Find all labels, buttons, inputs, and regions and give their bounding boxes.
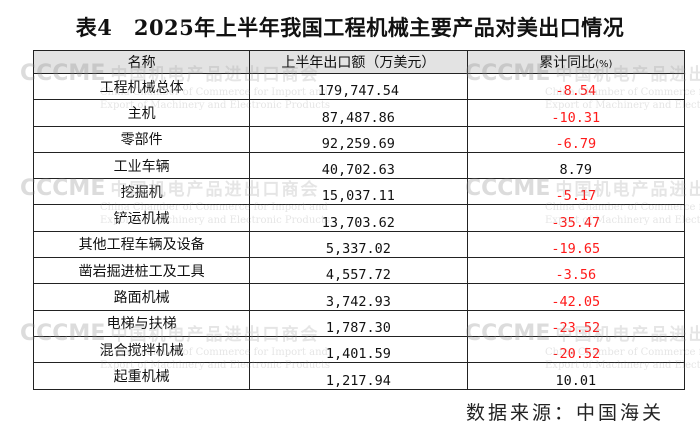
export-value: 3,742.93 bbox=[249, 283, 468, 311]
export-value: 5,337.02 bbox=[249, 230, 468, 259]
table-header-row: 名称 上半年出口额（万美元） 累计同比(%) bbox=[32, 50, 686, 74]
table-title: 表4 2025年上半年我国工程机械主要产品对美出口情况 bbox=[75, 15, 625, 40]
table-row: 混合搅拌机械 1,401.59 -20.52 bbox=[32, 335, 686, 364]
table-row: 其他工程车辆及设备 5,337.02 -19.65 bbox=[32, 230, 686, 259]
yoy-change: -19.65 bbox=[466, 230, 686, 259]
header-value: 上半年出口额（万美元） bbox=[249, 50, 468, 74]
yoy-change: -5.17 bbox=[466, 178, 686, 206]
export-value: 87,487.86 bbox=[249, 99, 468, 127]
table-row: 铲运机械 13,703.62 -35.47 bbox=[32, 204, 686, 232]
yoy-change: 10.01 bbox=[466, 362, 686, 390]
product-name: 凿岩掘进桩工及工具 bbox=[32, 257, 251, 285]
product-name: 其他工程车辆及设备 bbox=[32, 230, 251, 259]
yoy-change: -42.05 bbox=[466, 283, 686, 311]
product-name: 铲运机械 bbox=[32, 204, 251, 232]
table-row: 电梯与扶梯 1,787.30 -23.52 bbox=[32, 309, 686, 337]
export-value: 179,747.54 bbox=[249, 72, 468, 101]
header-yoy: 累计同比(%) bbox=[466, 50, 686, 74]
product-name: 挖掘机 bbox=[32, 178, 251, 206]
product-name: 电梯与扶梯 bbox=[32, 309, 251, 337]
table-row: 主机 87,487.86 -10.31 bbox=[32, 99, 686, 127]
export-value: 4,557.72 bbox=[249, 257, 468, 285]
export-value: 40,702.63 bbox=[249, 151, 468, 180]
header-name: 名称 bbox=[32, 50, 251, 74]
table-row: 零部件 92,259.69 -6.79 bbox=[32, 125, 686, 153]
yoy-change: -35.47 bbox=[466, 204, 686, 232]
table-row: 工程机械总体 179,747.54 -8.54 bbox=[32, 72, 686, 101]
export-value: 13,703.62 bbox=[249, 204, 468, 232]
export-value: 1,401.59 bbox=[249, 335, 468, 364]
product-name: 零部件 bbox=[32, 125, 251, 153]
export-value: 1,787.30 bbox=[249, 309, 468, 337]
export-value: 15,037.11 bbox=[249, 178, 468, 206]
table-row: 挖掘机 15,037.11 -5.17 bbox=[32, 178, 686, 206]
yoy-change: -8.54 bbox=[466, 72, 686, 101]
export-value: 1,217.94 bbox=[249, 362, 468, 390]
product-name: 起重机械 bbox=[32, 362, 251, 390]
table-row: 工业车辆 40,702.63 8.79 bbox=[32, 151, 686, 180]
yoy-change: -6.79 bbox=[466, 125, 686, 153]
product-name: 混合搅拌机械 bbox=[32, 335, 251, 364]
yoy-change: -3.56 bbox=[466, 257, 686, 285]
export-value: 92,259.69 bbox=[249, 125, 468, 153]
table-row: 路面机械 3,742.93 -42.05 bbox=[32, 283, 686, 311]
yoy-change: 8.79 bbox=[466, 151, 686, 180]
yoy-change: -20.52 bbox=[466, 335, 686, 364]
export-table: 名称 上半年出口额（万美元） 累计同比(%) 工程机械总体 179,747.54… bbox=[32, 50, 686, 390]
product-name: 主机 bbox=[32, 99, 251, 127]
data-source: 数据来源：中国海关 bbox=[465, 402, 664, 424]
table-row: 起重机械 1,217.94 10.01 bbox=[32, 362, 686, 390]
product-name: 路面机械 bbox=[32, 283, 251, 311]
table-row: 凿岩掘进桩工及工具 4,557.72 -3.56 bbox=[32, 257, 686, 285]
product-name: 工业车辆 bbox=[32, 151, 251, 180]
yoy-change: -23.52 bbox=[466, 309, 686, 337]
yoy-change: -10.31 bbox=[466, 99, 686, 127]
product-name: 工程机械总体 bbox=[32, 72, 251, 101]
